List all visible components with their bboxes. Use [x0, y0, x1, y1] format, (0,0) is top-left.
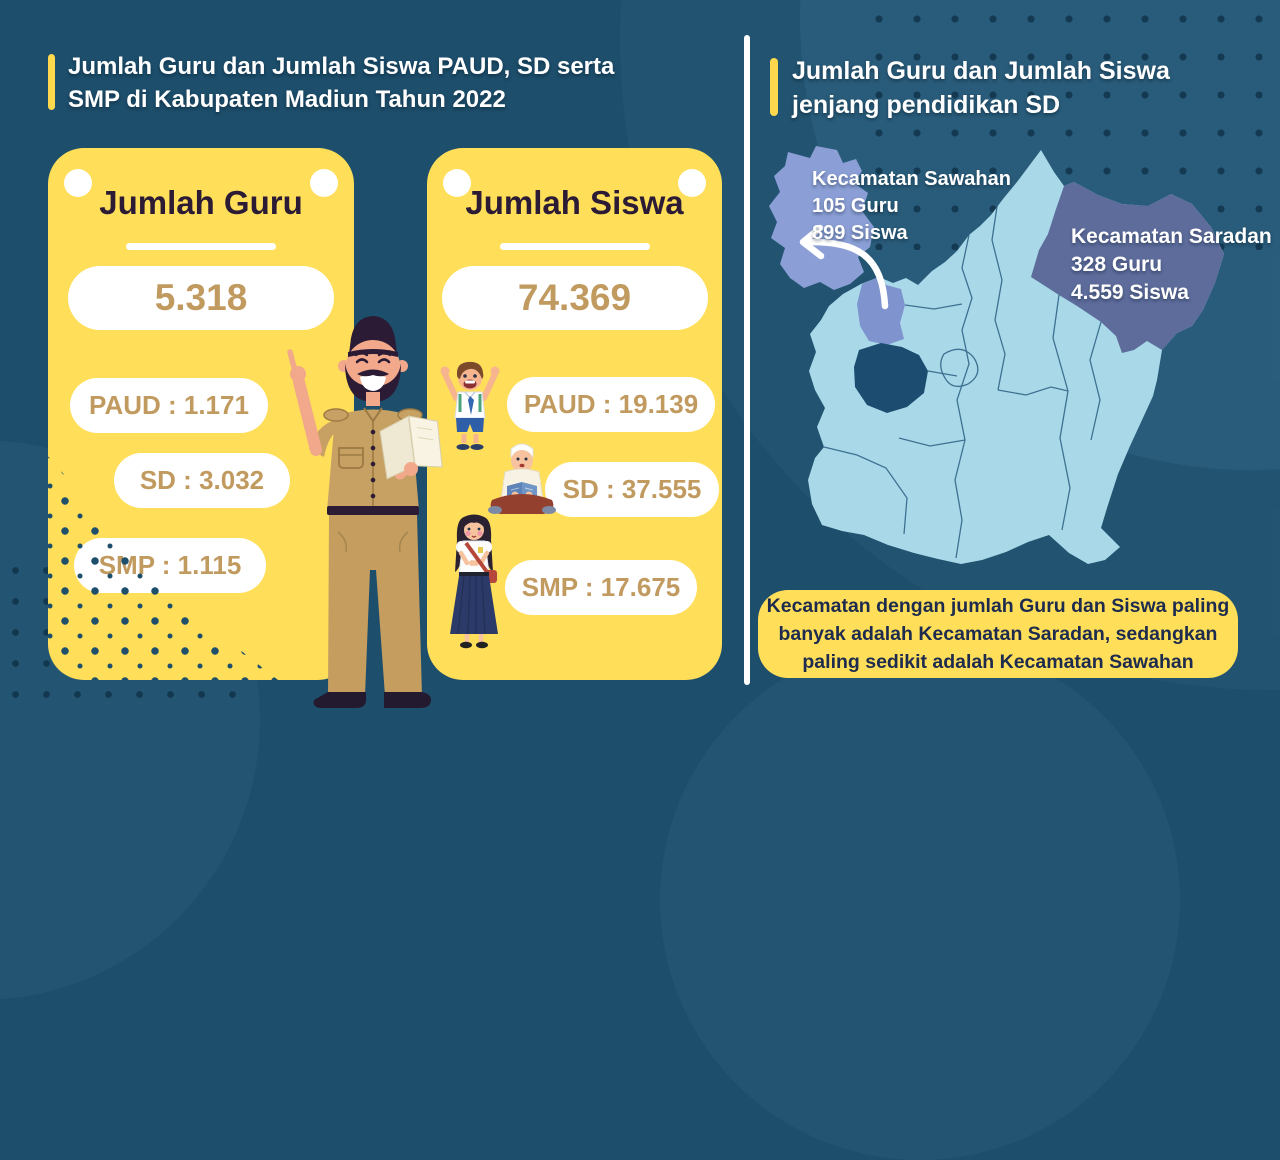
note-line3: paling sedikit adalah Kecamatan Sawahan	[802, 651, 1194, 673]
guru-card-title: Jumlah Guru	[99, 184, 303, 221]
guru-total-pill: 5.318	[68, 266, 334, 330]
open-book	[379, 415, 443, 480]
left-title-line1: Jumlah Guru dan Jumlah Siswa PAUD, SD se…	[68, 53, 615, 80]
standing-girl-illustration	[450, 514, 498, 649]
title-underline	[126, 243, 276, 250]
saradan-region	[1031, 182, 1224, 353]
shoe	[384, 692, 431, 708]
conclusion-note: Kecamatan dengan jumlah Guru dan Siswa p…	[758, 590, 1238, 678]
closed-eye	[377, 358, 391, 364]
sawahan-name: Kecamatan Sawahan	[812, 168, 1011, 190]
card-corner-dot	[64, 169, 92, 197]
sawahan-region	[857, 277, 905, 345]
guru-paud-pill: PAUD : 1.171	[70, 378, 268, 433]
siswa-smp-pill: SMP : 17.675	[505, 560, 697, 615]
sawahan-callout-shape	[769, 146, 874, 290]
belt	[327, 506, 419, 515]
divider-line	[744, 35, 750, 685]
infographic-page: { "left_panel": { "title": { "line1": "J…	[0, 0, 1280, 720]
bag-strap	[464, 541, 489, 574]
saradan-label: Kecamatan Saradan 328 Guru 4.559 Siswa	[1071, 223, 1272, 307]
chest-pocket	[338, 447, 364, 469]
shoe	[313, 692, 366, 708]
saradan-guru: 328 Guru	[1071, 253, 1163, 276]
long-skirt	[450, 576, 498, 634]
left-title-line2: SMP di Kabupaten Madiun Tahun 2022	[68, 86, 506, 113]
saradan-name: Kecamatan Saradan	[1071, 225, 1272, 248]
siswa-total-pill: 74.369	[441, 266, 708, 330]
card-corner-dot	[443, 169, 471, 197]
right-panel-title: Jumlah Guru dan Jumlah Siswa jenjang pen…	[770, 54, 1270, 122]
cheering-boy-illustration	[440, 361, 500, 450]
right-title-line1: Jumlah Guru dan Jumlah Siswa	[792, 57, 1170, 85]
note-line2: banyak adalah Kecamatan Saradan, sedangk…	[778, 623, 1218, 645]
accent-bar	[48, 54, 55, 110]
boy-hair	[456, 361, 484, 379]
sawahan-siswa: 899 Siswa	[812, 222, 908, 244]
curved-arrow-icon	[799, 224, 889, 310]
note-line1: Kecamatan dengan jumlah Guru dan Siswa p…	[766, 595, 1230, 617]
accent-bar	[770, 58, 778, 116]
siswa-paud-pill: PAUD : 19.139	[507, 377, 715, 432]
beard	[345, 363, 401, 402]
left-panel-title: Jumlah Guru dan Jumlah Siswa PAUD, SD se…	[48, 50, 708, 116]
closed-eye	[355, 358, 369, 364]
shorts	[456, 418, 484, 432]
reading-boy-illustration	[488, 443, 556, 514]
crossed-legs	[490, 494, 554, 514]
smile	[360, 375, 386, 391]
siswa-card-title: Jumlah Siswa	[465, 184, 684, 221]
sawahan-guru: 105 Guru	[812, 195, 899, 217]
mustache	[357, 369, 389, 377]
teacher-civil-servant-illustration	[287, 316, 443, 708]
bg-circle-bottom-center	[660, 640, 1180, 1160]
guru-sd-pill: SD : 3.032	[114, 453, 290, 508]
saradan-siswa: 4.559 Siswa	[1071, 281, 1189, 304]
siswa-sd-pill: SD : 37.555	[545, 462, 719, 517]
siswa-card: Jumlah Siswa 74.369 PAUD : 19.139 SD : 3…	[427, 148, 722, 680]
trousers	[328, 515, 422, 696]
tie	[468, 396, 474, 415]
district-borders	[823, 199, 1102, 559]
pointing-finger	[287, 349, 298, 374]
kabupaten-madiun-district-map	[769, 146, 1224, 564]
card-corner-dot	[678, 169, 706, 197]
card-corner-dot	[310, 169, 338, 197]
dark-district	[854, 343, 928, 413]
sawahan-label: Kecamatan Sawahan 105 Guru 899 Siswa	[812, 166, 1011, 247]
title-underline	[499, 243, 650, 250]
right-title-line2: jenjang pendidikan SD	[792, 91, 1061, 119]
